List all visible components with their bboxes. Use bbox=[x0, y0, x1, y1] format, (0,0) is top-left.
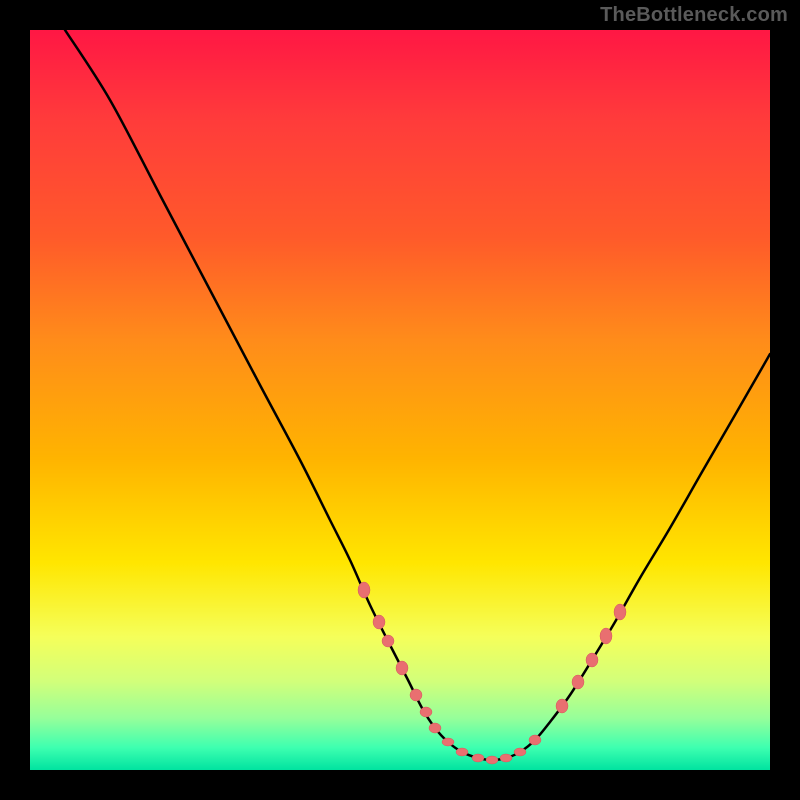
curve-path bbox=[65, 30, 770, 760]
curve-marker bbox=[614, 604, 626, 620]
curve-marker bbox=[410, 689, 422, 701]
curve-marker bbox=[396, 661, 408, 675]
curve-marker bbox=[429, 723, 441, 733]
curve-marker bbox=[529, 735, 541, 745]
curve-marker bbox=[442, 738, 454, 746]
curve-marker bbox=[456, 748, 468, 756]
curve-marker bbox=[373, 615, 385, 629]
curve-marker bbox=[500, 754, 512, 762]
plot-area bbox=[30, 30, 770, 770]
curve-marker bbox=[486, 756, 498, 764]
curve-marker bbox=[420, 707, 432, 717]
curve-marker bbox=[358, 582, 370, 598]
watermark-text: TheBottleneck.com bbox=[600, 4, 788, 27]
curve-marker bbox=[556, 699, 568, 713]
chart-container: TheBottleneck.com bbox=[0, 0, 800, 800]
curve-marker bbox=[572, 675, 584, 689]
curve-marker bbox=[472, 754, 484, 762]
curve-marker bbox=[382, 635, 394, 647]
bottleneck-curve bbox=[30, 30, 770, 770]
curve-marker bbox=[586, 653, 598, 667]
curve-marker bbox=[600, 628, 612, 644]
curve-markers bbox=[358, 582, 626, 764]
curve-marker bbox=[514, 748, 526, 756]
